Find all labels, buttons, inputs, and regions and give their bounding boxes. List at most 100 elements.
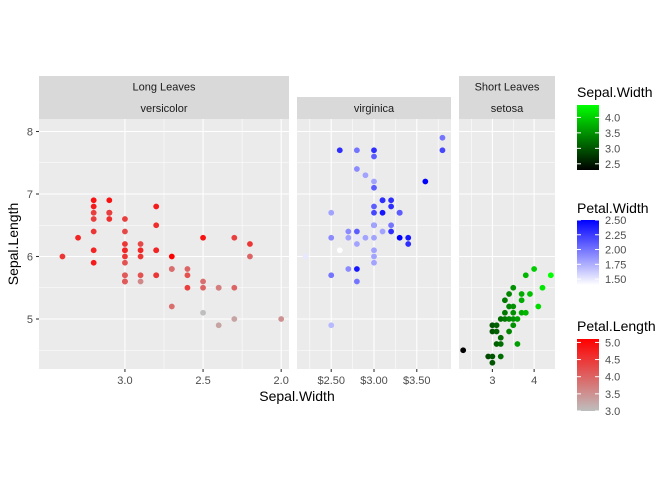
data-point-setosa bbox=[497, 353, 504, 360]
data-point-setosa bbox=[518, 291, 525, 297]
data-point-virginica bbox=[353, 234, 360, 241]
data-point-setosa bbox=[510, 284, 517, 291]
data-point-setosa bbox=[502, 316, 508, 322]
data-point-setosa bbox=[497, 341, 504, 347]
data-point-versicolor bbox=[184, 284, 191, 291]
facet-strip-versicolor bbox=[39, 97, 289, 119]
data-point-virginica bbox=[345, 228, 352, 235]
data-point-setosa bbox=[497, 334, 504, 341]
data-point-virginica bbox=[353, 241, 360, 247]
data-point-versicolor bbox=[122, 216, 128, 222]
data-point-setosa bbox=[460, 347, 467, 354]
data-point-versicolor bbox=[137, 253, 144, 260]
data-point-versicolor bbox=[153, 222, 160, 229]
y-axis-title: Sepal.Length bbox=[5, 203, 21, 286]
facet-strip-setosa bbox=[459, 97, 555, 119]
y-tick-label: 7 bbox=[27, 189, 33, 201]
data-point-versicolor bbox=[153, 247, 160, 254]
data-point-versicolor bbox=[153, 272, 160, 279]
data-point-setosa bbox=[514, 316, 521, 322]
data-point-setosa bbox=[497, 316, 504, 322]
data-point-setosa bbox=[502, 309, 508, 316]
legend-label: 2.5 bbox=[605, 159, 620, 171]
data-point-virginica bbox=[302, 253, 309, 260]
data-point-virginica bbox=[362, 172, 369, 179]
group-strip-short-leaves-label: Short Leaves bbox=[475, 82, 540, 94]
data-point-setosa bbox=[510, 316, 517, 322]
data-point-virginica bbox=[371, 203, 377, 210]
data-point-virginica bbox=[371, 222, 377, 229]
facet-strip-versicolor-label: versicolor bbox=[140, 103, 187, 115]
data-point-setosa bbox=[547, 272, 554, 279]
legend-label: 2.50 bbox=[605, 215, 626, 227]
data-point-virginica bbox=[388, 197, 395, 204]
data-point-versicolor bbox=[231, 234, 238, 241]
data-point-setosa bbox=[489, 328, 496, 335]
data-point-setosa bbox=[506, 328, 512, 335]
legend-sepal-width: Sepal.Width 2.5 3.0 3.5 4.0 bbox=[577, 84, 652, 171]
data-point-virginica bbox=[396, 234, 403, 241]
x-tick-label: 3.0 bbox=[117, 375, 132, 387]
data-point-virginica bbox=[371, 234, 377, 241]
data-point-setosa bbox=[535, 303, 542, 310]
legend-title: Sepal.Width bbox=[577, 84, 652, 100]
data-point-setosa bbox=[518, 297, 525, 304]
data-point-versicolor bbox=[168, 253, 175, 260]
data-point-virginica bbox=[371, 184, 377, 191]
facet-strip-setosa-label: setosa bbox=[491, 103, 524, 115]
data-point-setosa bbox=[485, 353, 492, 360]
data-point-virginica bbox=[345, 266, 352, 272]
data-point-virginica bbox=[371, 209, 377, 216]
data-point-setosa bbox=[506, 291, 512, 297]
grid-layer bbox=[39, 119, 555, 369]
data-point-virginica bbox=[379, 209, 386, 216]
data-point-versicolor bbox=[231, 284, 238, 291]
data-point-versicolor bbox=[137, 278, 144, 285]
data-point-setosa bbox=[510, 303, 517, 310]
data-point-versicolor bbox=[153, 203, 160, 210]
data-point-versicolor bbox=[200, 278, 206, 285]
data-point-virginica bbox=[353, 147, 360, 154]
legend-label: 3.5 bbox=[605, 128, 620, 140]
legend-petal-length: Petal.Length 3.0 3.5 4.0 4.5 5.0 bbox=[577, 318, 656, 418]
data-point-virginica bbox=[353, 266, 360, 272]
legend-petal-width: Petal.Width 1.50 1.75 2.00 2.25 2.50 bbox=[577, 200, 649, 286]
legend-label: 1.75 bbox=[605, 259, 626, 271]
y-tick-label: 5 bbox=[27, 314, 33, 326]
data-point-virginica bbox=[353, 278, 360, 285]
data-point-virginica bbox=[371, 253, 377, 260]
data-point-virginica bbox=[362, 234, 369, 241]
data-point-setosa bbox=[531, 266, 538, 272]
data-point-setosa bbox=[493, 328, 500, 335]
facet-strip-virginica bbox=[297, 97, 451, 119]
data-point-virginica bbox=[328, 234, 335, 241]
data-point-setosa bbox=[489, 322, 496, 329]
y-tick-label: 8 bbox=[27, 127, 33, 139]
legend-label: 3.0 bbox=[605, 143, 620, 155]
group-strip-short-leaves bbox=[459, 76, 555, 97]
data-point-setosa bbox=[489, 359, 496, 366]
data-point-setosa bbox=[522, 272, 529, 279]
data-point-versicolor bbox=[247, 253, 253, 260]
data-point-versicolor bbox=[184, 266, 191, 272]
data-point-versicolor bbox=[59, 253, 66, 260]
group-strip-long-leaves-label: Long Leaves bbox=[133, 82, 196, 94]
data-point-versicolor bbox=[122, 259, 128, 266]
legend-label: 4.0 bbox=[605, 372, 620, 384]
x-tick-label: 4 bbox=[531, 375, 537, 387]
data-point-versicolor bbox=[137, 241, 144, 247]
legend-label: 3.5 bbox=[605, 389, 620, 401]
data-point-versicolor bbox=[106, 216, 113, 222]
data-point-setosa bbox=[518, 309, 525, 316]
data-point-virginica bbox=[388, 203, 395, 210]
data-point-setosa bbox=[539, 284, 546, 291]
data-point-setosa bbox=[514, 341, 521, 347]
data-point-versicolor bbox=[90, 247, 97, 254]
data-point-virginica bbox=[379, 197, 386, 204]
data-point-versicolor bbox=[90, 203, 97, 210]
data-point-virginica bbox=[353, 166, 360, 172]
data-point-versicolor bbox=[90, 197, 97, 204]
data-point-setosa bbox=[493, 322, 500, 329]
data-point-virginica bbox=[371, 147, 377, 154]
legend-label: 4.0 bbox=[605, 112, 620, 124]
